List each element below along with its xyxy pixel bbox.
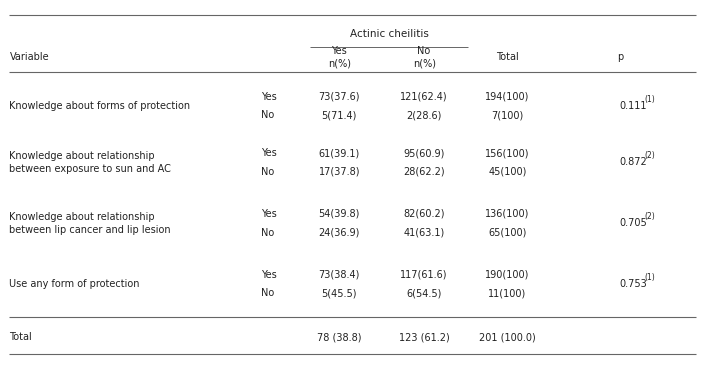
Text: Yes: Yes — [261, 92, 277, 102]
Text: 0.753: 0.753 — [620, 279, 647, 289]
Text: 73(37.6): 73(37.6) — [318, 92, 360, 102]
Text: 61(39.1): 61(39.1) — [319, 148, 360, 158]
Text: Yes: Yes — [261, 209, 277, 219]
Text: 95(60.9): 95(60.9) — [403, 148, 445, 158]
Text: 17(37.8): 17(37.8) — [318, 167, 360, 177]
Text: 65(100): 65(100) — [489, 228, 526, 237]
Text: Use any form of protection: Use any form of protection — [9, 279, 140, 289]
Text: Knowledge about forms of protection: Knowledge about forms of protection — [9, 101, 191, 111]
Text: Knowledge about relationship
between exposure to sun and AC: Knowledge about relationship between exp… — [9, 151, 171, 174]
Text: No: No — [261, 167, 274, 177]
Text: 28(62.2): 28(62.2) — [403, 167, 445, 177]
Text: 45(100): 45(100) — [489, 167, 526, 177]
Text: 0.111: 0.111 — [620, 101, 647, 111]
Text: Knowledge about relationship
between lip cancer and lip lesion: Knowledge about relationship between lip… — [9, 211, 171, 235]
Text: Actinic cheilitis: Actinic cheilitis — [349, 29, 428, 39]
Text: 123 (61.2): 123 (61.2) — [399, 333, 450, 342]
Text: 194(100): 194(100) — [485, 92, 530, 102]
Text: 5(45.5): 5(45.5) — [322, 288, 357, 298]
Text: 121(62.4): 121(62.4) — [400, 92, 448, 102]
Text: 24(36.9): 24(36.9) — [318, 228, 360, 237]
Text: 6(54.5): 6(54.5) — [407, 288, 442, 298]
Text: Variable: Variable — [9, 52, 49, 62]
Text: (1): (1) — [645, 95, 655, 104]
Text: Yes: Yes — [261, 148, 277, 158]
Text: Yes: Yes — [261, 270, 277, 279]
Text: No: No — [261, 228, 274, 237]
Text: Total: Total — [496, 52, 519, 62]
Text: (1): (1) — [645, 273, 655, 282]
Text: 5(71.4): 5(71.4) — [322, 111, 357, 120]
Text: (2): (2) — [645, 212, 655, 221]
Text: 41(63.1): 41(63.1) — [404, 228, 444, 237]
Text: 73(38.4): 73(38.4) — [318, 270, 360, 279]
Text: 136(100): 136(100) — [485, 209, 530, 219]
Text: 82(60.2): 82(60.2) — [403, 209, 445, 219]
Text: 2(28.6): 2(28.6) — [407, 111, 442, 120]
Text: Total: Total — [9, 333, 32, 342]
Text: 156(100): 156(100) — [485, 148, 530, 158]
Text: (2): (2) — [645, 151, 655, 160]
Text: No
n(%): No n(%) — [413, 46, 436, 68]
Text: 190(100): 190(100) — [485, 270, 530, 279]
Text: 11(100): 11(100) — [489, 288, 526, 298]
Text: 0.705: 0.705 — [620, 218, 647, 228]
Text: 0.872: 0.872 — [620, 158, 647, 167]
Text: p: p — [617, 52, 623, 62]
Text: 54(39.8): 54(39.8) — [318, 209, 360, 219]
Text: 7(100): 7(100) — [492, 111, 523, 120]
Text: No: No — [261, 111, 274, 120]
Text: 201 (100.0): 201 (100.0) — [479, 333, 536, 342]
Text: No: No — [261, 288, 274, 298]
Text: Yes
n(%): Yes n(%) — [328, 46, 351, 68]
Text: 78 (38.8): 78 (38.8) — [317, 333, 362, 342]
Text: 117(61.6): 117(61.6) — [400, 270, 448, 279]
